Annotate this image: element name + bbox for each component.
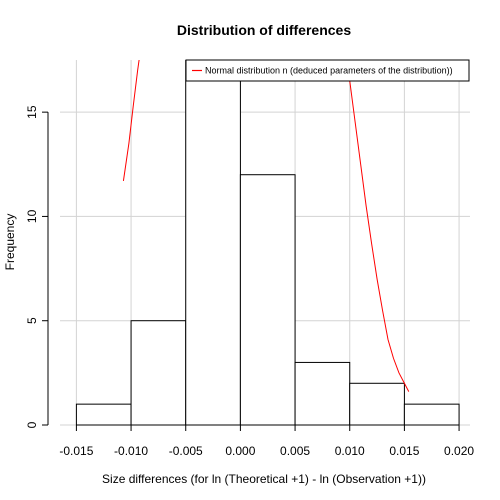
y-tick-label: 15 xyxy=(25,105,39,119)
histogram-bar xyxy=(185,60,241,425)
histogram-bar xyxy=(130,320,187,425)
normal-curve-line xyxy=(122,60,140,182)
x-tick-label: -0.005 xyxy=(169,444,203,458)
x-tick-label: 0.020 xyxy=(444,444,474,458)
x-tick-label: 0.000 xyxy=(225,444,255,458)
histogram-bar xyxy=(294,361,351,425)
normal-curve xyxy=(122,60,410,392)
x-tick-label: -0.010 xyxy=(114,444,148,458)
histogram-bars xyxy=(75,60,460,425)
x-axis-label: Size differences (for ln (Theoretical +1… xyxy=(102,472,426,486)
histogram-bar xyxy=(239,174,296,425)
x-tick-label: -0.015 xyxy=(59,444,93,458)
legend-box xyxy=(185,59,470,82)
y-tick-label: 0 xyxy=(25,421,39,428)
legend-label: Normal distribution n (deduced parameter… xyxy=(205,66,453,76)
normal-curve-line xyxy=(346,60,410,392)
y-tick-label: 5 xyxy=(25,317,39,324)
histogram-bar xyxy=(403,403,460,425)
y-axis-label: Frequency xyxy=(3,214,17,271)
histogram-bar xyxy=(75,403,132,425)
x-tick-label: 0.010 xyxy=(335,444,365,458)
x-tick-label: 0.015 xyxy=(389,444,419,458)
x-tick-label: 0.005 xyxy=(280,444,310,458)
axes: -0.015 -0.010 -0.005 0.000 0.005 0.010 0.015 0.… xyxy=(25,105,474,458)
chart-title: Distribution of differences xyxy=(177,22,351,38)
legend: Normal distribution n (deduced parameter… xyxy=(185,59,470,82)
y-tick-label: 10 xyxy=(25,209,39,223)
histogram-bar xyxy=(349,382,405,425)
